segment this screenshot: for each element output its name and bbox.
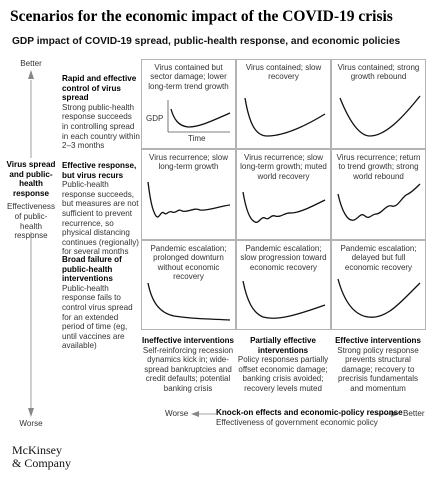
scenario-cell-r3c2: Pandemic escalation; slow progression to… bbox=[236, 240, 331, 330]
row-label-2-heading: Effective response, but virus recurs bbox=[62, 161, 137, 180]
x-axis-subtitle: Effectiveness of government economic pol… bbox=[216, 417, 378, 427]
row-label-2: Effective response, but virus recurs Pub… bbox=[62, 161, 140, 257]
gdp-curve-r2c1 bbox=[147, 181, 231, 218]
gdp-curve-r1c1 bbox=[167, 100, 231, 133]
scenario-cell-caption: Virus contained; strong growth rebound bbox=[337, 63, 420, 82]
gdp-curve-r3c3 bbox=[337, 278, 421, 318]
page-subtitle: GDP impact of COVID-19 spread, public-he… bbox=[12, 36, 401, 47]
gdp-curve-r2c2 bbox=[242, 191, 326, 223]
y-axis-title-block: Virus spread and public-health response … bbox=[4, 160, 58, 241]
scenario-cell-r1c3: Virus contained; strong growth rebound bbox=[331, 59, 426, 149]
column-label-2-heading: Partially effective interventions bbox=[250, 336, 316, 355]
gdp-curve-r1c2 bbox=[244, 97, 326, 137]
x-axis-title: Knock-on effects and economic-policy res… bbox=[216, 408, 403, 417]
y-axis-title: Virus spread and public-health response bbox=[6, 160, 56, 198]
row-label-1-heading: Rapid and effective control of virus spr… bbox=[62, 74, 137, 103]
column-label-3: Effective interventions Strong policy re… bbox=[331, 336, 425, 394]
logo-line-2: & Company bbox=[12, 455, 71, 470]
gdp-curve-r3c1 bbox=[147, 282, 231, 321]
y-axis-subtitle: Effectiveness of public-health response bbox=[7, 202, 55, 241]
y-axis-arrow-up bbox=[28, 70, 34, 79]
y-axis-better-label: Better bbox=[20, 59, 42, 68]
row-label-3-body: Public-health response fails to control … bbox=[62, 283, 133, 351]
x-axis-arrow-left bbox=[191, 411, 199, 417]
scenario-cell-caption: Virus recurrence; slow long-term growth bbox=[149, 153, 228, 172]
column-label-1-heading: Ineffective interventions bbox=[141, 336, 235, 345]
gdp-label: GDP bbox=[146, 114, 164, 123]
scenario-cell-r2c2: Virus recurrence; slow long-term growth;… bbox=[236, 149, 331, 240]
logo-line-1: McKinsey bbox=[12, 443, 62, 457]
column-label-2: Partially effective interventions Policy… bbox=[236, 336, 330, 394]
column-label-3-body: Strong policy response prevents structur… bbox=[337, 345, 419, 393]
scenario-cell-r2c1: Virus recurrence; slow long-term growth bbox=[141, 149, 236, 240]
row-label-3-heading: Broad failure of public-health intervent… bbox=[62, 255, 122, 284]
scenario-cell-caption: Virus contained but sector damage; lower… bbox=[148, 63, 229, 91]
scenario-cell-caption: Pandemic escalation; slow progression to… bbox=[240, 244, 327, 272]
scenario-cell-caption: Virus recurrence; slow long-term growth;… bbox=[240, 153, 327, 181]
gdp-curve-r3c2 bbox=[242, 280, 326, 319]
column-label-3-heading: Effective interventions bbox=[335, 336, 421, 345]
row-label-2-body: Public-health response succeeds, but mea… bbox=[62, 180, 139, 257]
scenario-cell-caption: Pandemic escalation; delayed but full ec… bbox=[340, 244, 417, 272]
column-label-1: Ineffective interventions Self-reinforci… bbox=[141, 336, 235, 394]
scenario-cell-caption: Virus contained; slow recovery bbox=[245, 63, 322, 82]
x-axis-worse-label: Worse bbox=[165, 409, 189, 418]
scenario-cell-r1c2: Virus contained; slow recovery bbox=[236, 59, 331, 149]
scenario-cell-r3c3: Pandemic escalation; delayed but full ec… bbox=[331, 240, 426, 330]
column-label-1-body: Self-reinforcing recession dynamics kick… bbox=[142, 345, 234, 393]
page-title: Scenarios for the economic impact of the… bbox=[10, 8, 393, 25]
x-axis-better-label: Better bbox=[403, 409, 425, 418]
gdp-curve-r1c3 bbox=[339, 95, 421, 137]
row-label-1: Rapid and effective control of virus spr… bbox=[62, 74, 140, 151]
column-label-2-body: Policy responses partially offset econom… bbox=[237, 355, 329, 393]
scenario-cell-r2c3: Virus recurrence; return to trend growth… bbox=[331, 149, 426, 240]
y-axis-worse-label: Worse bbox=[19, 419, 43, 428]
y-axis-arrow-down bbox=[28, 408, 34, 417]
time-label: Time bbox=[188, 134, 206, 143]
row-label-3: Broad failure of public-health intervent… bbox=[62, 255, 140, 351]
gdp-curve-r2c3 bbox=[337, 183, 421, 221]
scenario-cell-caption: Pandemic escalation; prolonged downturn … bbox=[150, 244, 227, 282]
row-label-1-body: Strong public-health response succeeds i… bbox=[62, 102, 140, 151]
scenario-cell-r3c1: Pandemic escalation; prolonged downturn … bbox=[141, 240, 236, 330]
x-axis-arrow-right bbox=[391, 411, 399, 417]
mckinsey-logo: McKinsey & Company bbox=[12, 444, 71, 469]
x-axis-title-block: Knock-on effects and economic-policy res… bbox=[216, 408, 403, 428]
scenario-cell-r1c1: Virus contained but sector damage; lower… bbox=[141, 59, 236, 149]
scenario-cell-caption: Virus recurrence; return to trend growth… bbox=[336, 153, 421, 181]
